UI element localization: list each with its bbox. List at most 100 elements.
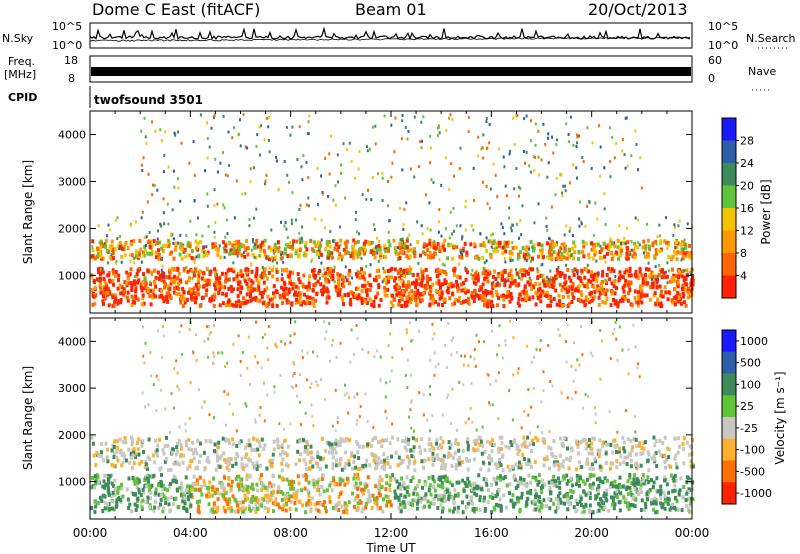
power-cell-strong xyxy=(595,288,599,293)
power-cell-sparse xyxy=(141,169,144,172)
power-cell-strong xyxy=(636,300,640,305)
power-cell-strong xyxy=(177,281,180,286)
power-cell-weak xyxy=(339,243,342,247)
velocity-cell-low xyxy=(245,473,249,478)
power-cell-sparse xyxy=(485,117,488,120)
power-cell-weak xyxy=(659,274,662,278)
velocity-cell-low xyxy=(338,482,342,487)
velocity-cell-low xyxy=(443,478,447,483)
power-cell-sparse xyxy=(260,124,263,128)
cpid-program: twofsound 3501 xyxy=(94,93,203,107)
power-cell-mid xyxy=(571,246,575,251)
velocity-cell-low xyxy=(534,507,538,512)
power-cell-weak xyxy=(320,218,323,222)
power-cell-mid xyxy=(514,245,518,250)
velocity-cell-low xyxy=(189,492,193,497)
power-cell-strong xyxy=(327,295,331,300)
velocity-cell-mid xyxy=(475,438,479,443)
power-cell-sparse xyxy=(387,204,389,208)
power-cell-weak xyxy=(160,258,163,262)
power-cell-sparse xyxy=(440,183,443,187)
velocity-cell-low xyxy=(380,477,384,482)
power-cell-strong xyxy=(99,271,102,276)
power-cell-weak xyxy=(284,221,287,225)
velocity-cell-low xyxy=(650,498,654,503)
power-cell-sparse xyxy=(193,199,196,202)
power-cell-weak xyxy=(658,234,661,238)
power-cell-weak xyxy=(580,220,583,224)
velocity-cell-low xyxy=(255,496,258,501)
velocity-cell-low xyxy=(670,505,674,510)
velocity-cell-low xyxy=(646,497,650,502)
power-cell-strong xyxy=(236,294,240,299)
power-cell-mid xyxy=(354,252,358,256)
velocity-cell-low xyxy=(316,484,320,489)
power-cell-weak xyxy=(546,275,549,279)
power-cell-strong xyxy=(91,302,95,307)
power-cell-sparse xyxy=(288,180,290,184)
velocity-cell-mid xyxy=(446,454,450,459)
velocity-cell-mid xyxy=(413,468,417,473)
power-cell-weak xyxy=(438,220,440,224)
velocity-cell-low xyxy=(227,476,231,481)
velocity-cell-low xyxy=(337,508,341,512)
velocity-cell-mid xyxy=(623,455,627,460)
velocity-cell-mid xyxy=(639,451,643,456)
power-cell-strong xyxy=(170,278,174,283)
velocity-cell-low xyxy=(347,500,351,505)
y-tick-label: 3000 xyxy=(58,175,86,188)
power-cell-mid xyxy=(559,246,563,251)
velocity-cell-low xyxy=(148,488,151,493)
power-cell-weak xyxy=(170,232,172,236)
velocity-cell-low xyxy=(499,505,503,510)
velocity-cell-low xyxy=(116,489,120,494)
power-cell-strong xyxy=(244,267,248,272)
power-cell-strong xyxy=(653,274,657,279)
power-cell-sparse xyxy=(179,199,182,203)
power-cell-mid xyxy=(449,243,453,247)
velocity-cell-low xyxy=(526,496,530,501)
velocity-cell-low xyxy=(94,504,98,509)
power-cell-weak xyxy=(551,246,554,250)
power-cell-mid xyxy=(219,255,223,260)
power-cell-weak xyxy=(470,224,473,228)
power-cell-sparse xyxy=(291,125,294,129)
velocity-cell-low xyxy=(346,476,350,481)
power-cell-mid xyxy=(109,255,113,259)
velocity-cell-low xyxy=(240,480,243,485)
velocity-cell-low xyxy=(567,496,571,501)
power-cell-strong xyxy=(183,300,187,305)
power-cell-weak xyxy=(129,223,132,227)
velocity-cell-mid xyxy=(350,450,354,455)
power-cell-strong xyxy=(249,284,253,289)
power-cell-strong xyxy=(640,300,644,305)
velocity-cell-mid xyxy=(432,446,436,451)
velocity-cell-low xyxy=(673,488,677,493)
power-cell-mid xyxy=(548,253,552,258)
velocity-cell-low xyxy=(396,495,400,500)
velocity-cell-low xyxy=(633,473,636,478)
velocity-cell-low xyxy=(313,502,317,507)
power-cell-strong xyxy=(620,297,624,302)
velocity-cell-low xyxy=(475,484,479,489)
velocity-cell-low xyxy=(193,482,197,487)
power-cell-mid xyxy=(441,242,445,247)
velocity-cell-low xyxy=(668,507,672,512)
power-cell-strong xyxy=(298,293,302,298)
power-cell-strong xyxy=(396,284,400,289)
power-cell-mid xyxy=(508,251,512,256)
velocity-cell-mid xyxy=(382,464,386,469)
power-cell-weak xyxy=(408,271,411,275)
velocity-cell-mid xyxy=(622,460,626,465)
velocity-cell-low xyxy=(304,510,308,515)
velocity-cell-low xyxy=(691,497,695,502)
power-cell-strong xyxy=(160,293,164,298)
power-cell-mid xyxy=(526,256,530,261)
velocity-cell-mid xyxy=(380,465,384,470)
power-cell-strong xyxy=(486,299,490,304)
velocity-cell-low xyxy=(591,486,595,491)
power-cell-strong xyxy=(466,289,470,294)
power-cell-strong xyxy=(637,290,640,295)
velocity-cell-mid xyxy=(444,463,448,468)
